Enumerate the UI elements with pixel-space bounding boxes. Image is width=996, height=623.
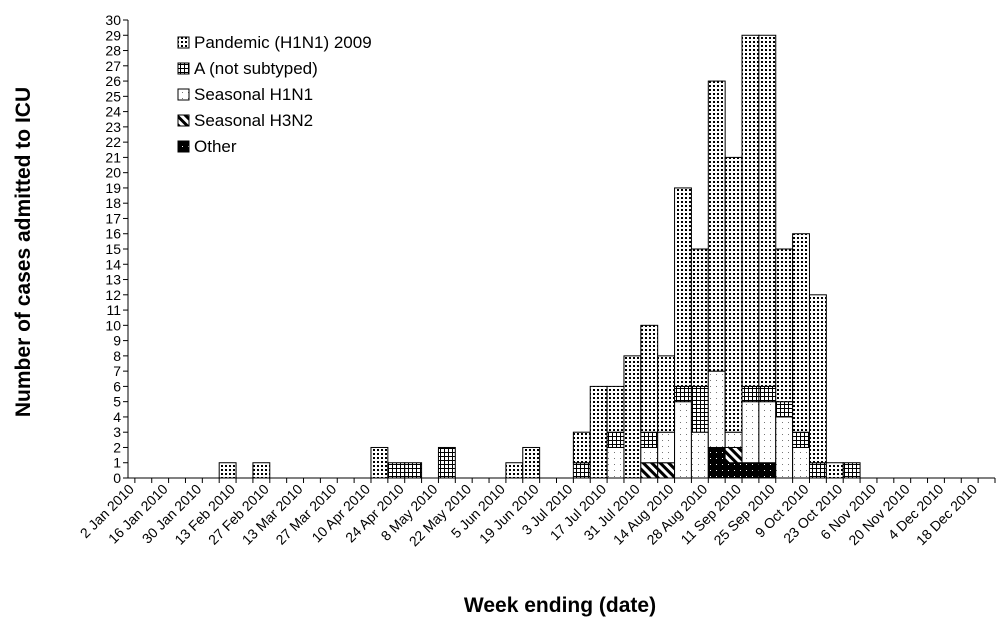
bar-segment [724,431,743,448]
bar-segment [606,431,625,448]
y-tick-label: 0 [113,470,121,486]
bar-segment [724,156,743,433]
y-tick-label: 17 [105,210,121,226]
y-tick-label: 1 [113,455,121,471]
bar-segment [741,34,760,387]
bar-segment [775,401,794,418]
legend-swatch [177,36,190,49]
bar-segment [505,462,524,479]
bar-segment [589,385,608,479]
y-tick-label: 29 [105,27,121,43]
y-tick-label: 19 [105,180,121,196]
y-tick-label: 6 [113,378,121,394]
y-tick-label: 30 [105,12,121,28]
y-tick-label: 20 [105,165,121,181]
y-tick-label: 26 [105,73,121,89]
y-tick-label: 24 [105,104,121,120]
y-tick-label: 18 [105,195,121,211]
bar-segment [572,462,591,479]
bar-segment [741,385,760,403]
bar-segment [825,462,844,479]
bar-segment [640,462,659,479]
y-tick-label: 3 [113,424,121,440]
bar-segment [370,446,389,479]
bar-segment [741,462,760,479]
bar-segment [792,446,810,479]
y-tick-label: 10 [105,317,121,333]
y-tick-label: 23 [105,119,121,135]
bar-segment [792,431,810,448]
y-axis-title: Number of cases admitted to ICU [12,87,35,417]
x-axis-title: Week ending (date) [464,594,656,617]
legend-swatch [177,88,190,101]
bar-segment [842,462,861,479]
y-tick-label: 8 [113,348,121,364]
legend-swatch [177,114,190,127]
bar-segment [674,385,692,403]
bar-segment [792,233,810,433]
bar-segment [690,248,709,387]
y-tick-label: 13 [105,272,121,288]
bar-segment [724,462,743,479]
y-tick-label: 27 [105,58,121,74]
y-tick-label: 21 [105,149,121,165]
y-tick-label: 12 [105,287,121,303]
bar-segment [690,431,709,479]
y-tick-label: 2 [113,439,121,455]
bar-segment [218,462,237,479]
bar-segment [758,401,777,464]
bar-segment [657,431,676,464]
bar-segment [640,431,659,448]
bar-segment [758,385,777,403]
legend-label: Seasonal H1N1 [194,85,313,104]
bar-segment [572,431,591,464]
bar-segment [674,401,692,479]
bar-segment [657,462,676,479]
bar-segment [758,34,777,387]
bar-segment [674,187,692,387]
y-tick-label: 14 [105,256,121,272]
bar-segment [724,446,743,464]
bar-segment [707,80,726,372]
legend-label: Seasonal H3N2 [194,111,313,130]
legend-label: A (not subtyped) [194,59,318,78]
plot-area: 0123456789101112131415161718192021222324… [77,12,996,549]
bar-segment [657,355,676,433]
bar-segment [707,446,726,479]
bar-segment [522,446,541,479]
y-tick-label: 25 [105,88,121,104]
bar-segment [775,248,794,403]
bar-segment [808,462,827,479]
bar-segment [404,462,423,479]
y-tick-label: 28 [105,43,121,59]
y-tick-label: 15 [105,241,121,257]
bar-segment [640,446,659,464]
bar-segment [606,446,625,479]
legend-swatch [177,62,190,75]
bar-segment [387,462,406,479]
bar-segment [252,462,271,479]
bar-segment [623,355,642,479]
y-tick-label: 22 [105,134,121,150]
bar-segment [808,294,827,464]
legend-label: Pandemic (H1N1) 2009 [194,33,372,52]
bar-segment [775,416,794,479]
legend-label: Other [194,137,237,156]
bar-segment [437,446,456,479]
legend-swatch [177,140,190,153]
y-tick-label: 16 [105,226,121,242]
bar-segment [741,401,760,464]
y-tick-label: 9 [113,333,121,349]
y-tick-label: 4 [113,409,121,425]
y-tick-label: 7 [113,363,121,379]
bar-segment [606,385,625,433]
y-tick-label: 5 [113,394,121,410]
bar-segment [707,370,726,448]
y-tick-label: 11 [106,302,121,318]
bar-segment [758,462,777,479]
bar-segment [640,324,659,433]
bar-segment [690,385,709,433]
